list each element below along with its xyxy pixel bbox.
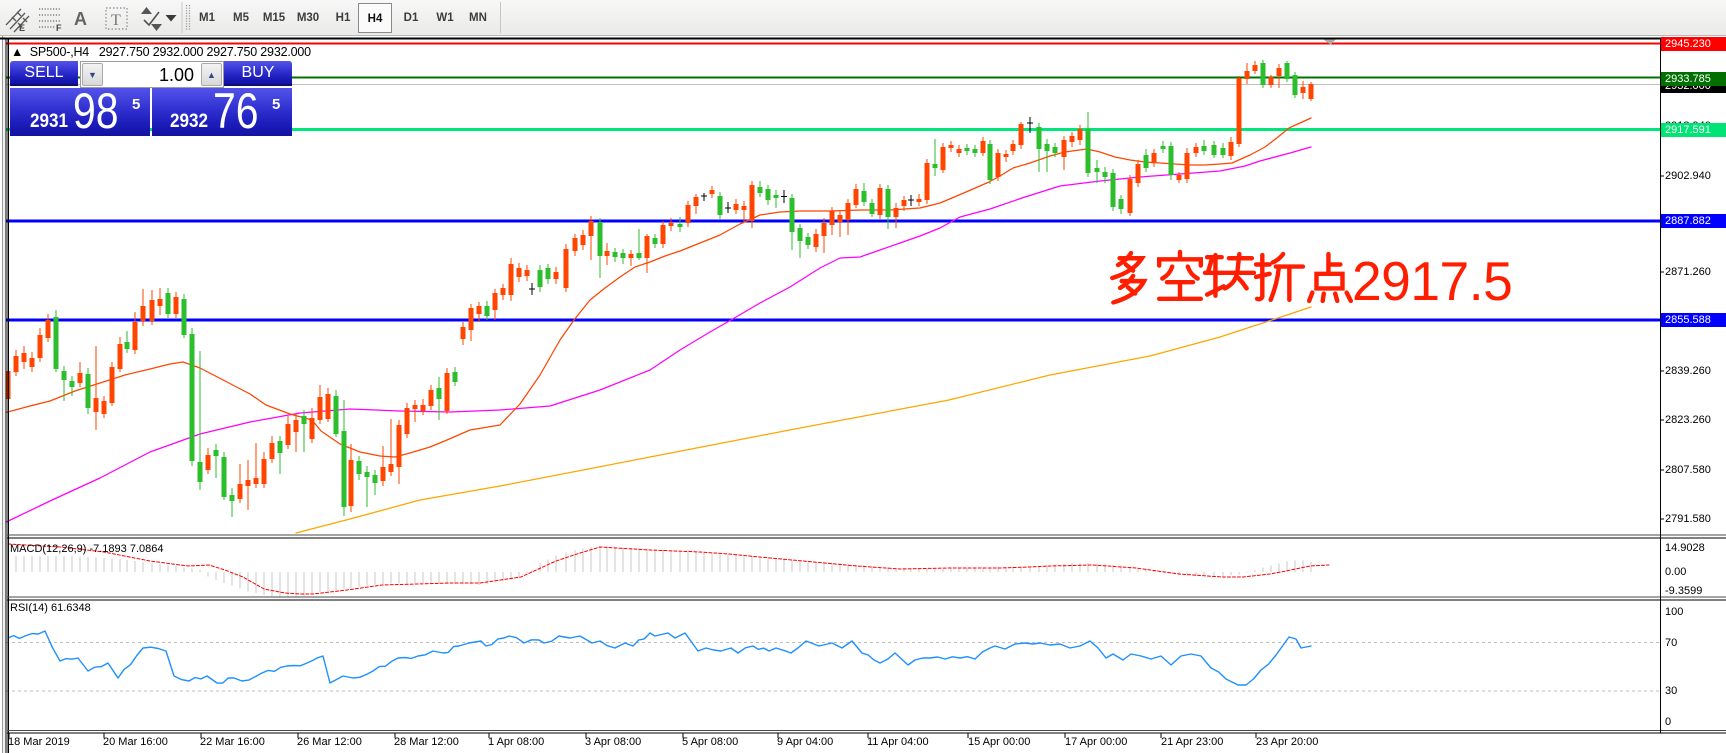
svg-text:E: E [19,23,25,33]
svg-text:F: F [56,23,62,33]
svg-text:T: T [111,12,121,29]
svg-text:A: A [74,9,87,29]
